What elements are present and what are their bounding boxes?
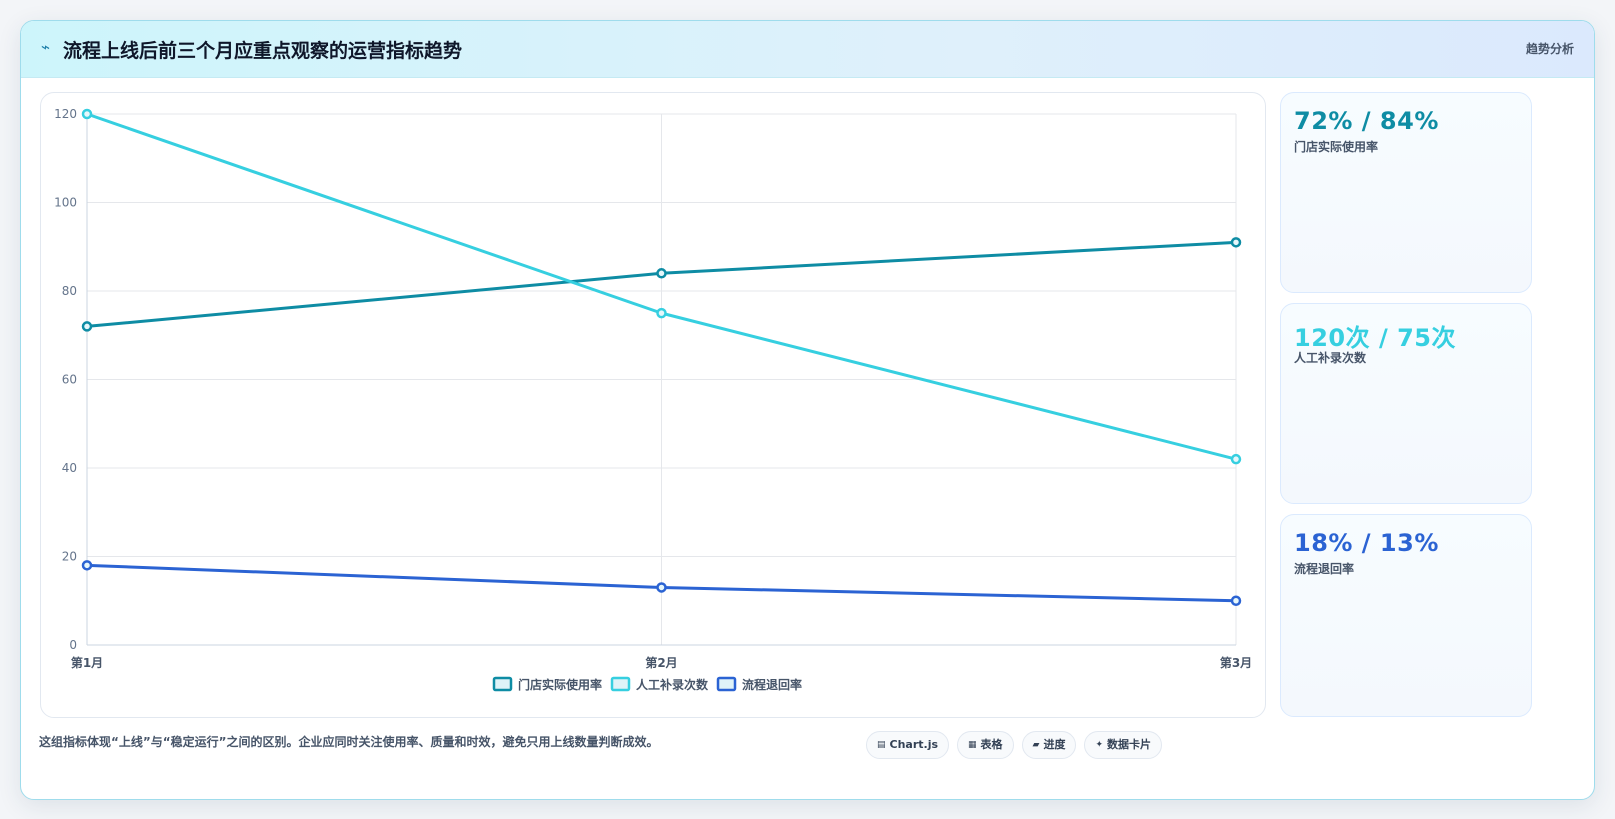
data-point [1230,237,1242,248]
chip-label: 数据卡片 [1107,738,1152,751]
y-tick-label: 100 [54,196,77,210]
data-point [656,307,667,319]
legend-label: 人工补录次数 [636,677,709,692]
sparkle-icon: ✦ [1095,740,1104,750]
chip-data-cards[interactable]: ✦ 数据卡片 [1084,731,1163,759]
legend-swatch [610,676,631,692]
kpi-value: 18% / 13% [1294,529,1439,557]
y-tick-label: 80 [62,284,77,298]
y-tick-label: 120 [54,107,77,121]
dashboard-card: ⌁ 流程上线后前三个月应重点观察的运营指标趋势 趋势分析 0 20 40 60 80 10… [20,20,1595,800]
kpi-card-usage-rate: 72% / 84% 门店实际使用率 [1280,92,1532,293]
legend-label: 流程退回率 [742,677,802,692]
legend-swatch [716,676,737,692]
card-header: ⌁ 流程上线后前三个月应重点观察的运营指标趋势 趋势分析 [21,21,1594,78]
chip-label: Chart.js [889,738,939,751]
x-tick-label: 第1月 [71,655,103,670]
chart-icon: ▤ [877,740,886,750]
legend-swatch [492,676,513,692]
kpi-label: 门店实际使用率 [1294,140,1379,154]
chip-label: 表格 [980,738,1003,751]
progress-icon: ▰ [1032,740,1040,750]
x-tick-label: 第2月 [645,655,677,670]
y-tick-label: 60 [62,373,77,387]
chip-label: 进度 [1043,738,1066,751]
chip-table[interactable]: ▦ 表格 [957,731,1014,759]
data-point [81,321,93,332]
y-tick-label: 0 [69,638,77,652]
kpi-card-return-rate: 18% / 13% 流程退回率 [1280,514,1532,717]
y-tick-label: 20 [62,550,77,564]
y-tick-label: 40 [62,461,77,475]
kpi-value: 72% / 84% [1294,107,1439,135]
legend-label: 门店实际使用率 [518,677,602,692]
chip-chartjs[interactable]: ▤ Chart.js [866,731,950,759]
chart-panel: 0 20 40 60 80 100 120 第1月 第2月 第3月门店实际使用率 人工补录次数 流程退… [40,92,1266,718]
bolt-icon: ⌁ [41,38,51,56]
kpi-label: 流程退回率 [1294,562,1355,576]
kpi-card-manual-entries: 120次 / 75次 人工补录次数 [1280,303,1532,504]
data-point [81,108,93,120]
feature-chips: ▤ Chart.js ▦ 表格 ▰ 进度 ✦ 数据卡片 [866,731,1163,759]
data-point [656,582,667,593]
table-icon: ▦ [968,740,977,750]
data-point [81,560,93,571]
chip-progress[interactable]: ▰ 进度 [1021,731,1077,759]
page-title: 流程上线后前三个月应重点观察的运营指标趋势 [63,40,463,62]
category-tag: 趋势分析 [1525,42,1574,56]
kpi-value: 120次 / 75次 [1294,324,1456,352]
data-point [656,268,667,279]
data-point [1230,595,1242,606]
x-tick-label: 第3月 [1220,655,1252,670]
footer-note: 这组指标体现“上线”与“稳定运行”之间的区别。企业应同时关注使用率、质量和时效，… [39,735,659,749]
kpi-label: 人工补录次数 [1294,351,1367,365]
data-point [1230,453,1242,465]
